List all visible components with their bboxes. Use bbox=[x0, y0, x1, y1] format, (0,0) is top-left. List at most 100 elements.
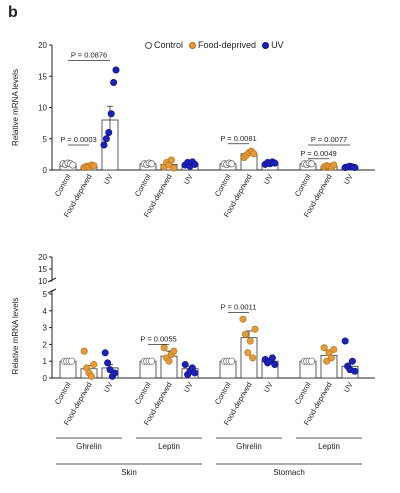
bottom-data-point bbox=[268, 354, 276, 362]
top-data-point bbox=[102, 135, 110, 143]
bottom-data-point bbox=[308, 357, 316, 365]
bottom-p-value-label: P = 0.0055 bbox=[140, 334, 176, 343]
top-y-axis-label: Relative mRNA levels bbox=[11, 69, 20, 146]
bottom-p-value-label: P = 0.0011 bbox=[221, 302, 257, 311]
top-data-point bbox=[170, 164, 178, 172]
top-x-tick-label: Control bbox=[293, 172, 313, 198]
gene-label: Leptin bbox=[158, 442, 180, 451]
gene-label: Ghrelin bbox=[236, 442, 262, 451]
bottom-data-point bbox=[87, 372, 95, 380]
bottom-x-tick-label: Control bbox=[213, 380, 233, 406]
bottom-x-tick-label: Control bbox=[53, 380, 73, 406]
top-p-value-label: P = 0.0077 bbox=[311, 135, 347, 144]
bottom-data-point bbox=[101, 349, 109, 357]
bottom-data-point bbox=[68, 357, 76, 365]
bottom-data-point bbox=[160, 344, 168, 352]
legend-item-food: Food-deprived bbox=[189, 40, 256, 50]
axis-break-mark bbox=[47, 288, 57, 294]
bottom-y-tick-label: 20 bbox=[38, 253, 47, 262]
bottom-data-point bbox=[341, 337, 349, 345]
top-data-point bbox=[308, 160, 316, 168]
top-y-tick-label: 10 bbox=[38, 104, 47, 113]
top-x-tick-label: UV bbox=[182, 173, 195, 187]
bottom-x-tick-label: UV bbox=[262, 381, 275, 395]
top-y-tick-label: 0 bbox=[43, 166, 48, 175]
top-data-point bbox=[351, 164, 359, 172]
bottom-y-tick-label: 4 bbox=[43, 307, 48, 316]
top-data-point bbox=[191, 160, 199, 168]
bottom-data-point bbox=[90, 361, 98, 369]
top-x-tick-label: Control bbox=[213, 172, 233, 198]
top-data-point bbox=[250, 150, 258, 158]
bottom-data-point bbox=[228, 357, 236, 365]
bottom-data-point bbox=[148, 357, 156, 365]
bottom-data-point bbox=[191, 369, 199, 377]
bottom-data-point bbox=[251, 325, 259, 333]
legend: Control Food-deprived UV bbox=[145, 40, 284, 50]
bottom-x-tick-label: Control bbox=[133, 380, 153, 406]
bottom-data-point bbox=[104, 359, 112, 367]
legend-label-uv: UV bbox=[271, 40, 284, 50]
top-y-tick-label: 5 bbox=[43, 135, 48, 144]
bottom-y-tick-label: 2 bbox=[43, 340, 48, 349]
top-data-point bbox=[167, 156, 175, 164]
tissue-label: Skin bbox=[121, 468, 137, 477]
legend-item-control: Control bbox=[145, 40, 183, 50]
legend-item-uv: UV bbox=[262, 40, 284, 50]
bottom-data-point bbox=[327, 354, 335, 362]
bottom-x-tick-label: UV bbox=[102, 381, 115, 395]
legend-swatch-control bbox=[145, 41, 152, 49]
bottom-data-point bbox=[106, 366, 114, 374]
top-x-tick-label: Control bbox=[133, 172, 153, 198]
bottom-data-point bbox=[330, 345, 338, 353]
bottom-data-point bbox=[241, 330, 249, 338]
bottom-data-point bbox=[165, 357, 173, 365]
bottom-data-point bbox=[181, 361, 189, 369]
bottom-data-point bbox=[249, 354, 257, 362]
top-data-point bbox=[228, 160, 236, 168]
bottom-data-point bbox=[246, 337, 254, 345]
bottom-data-point bbox=[271, 361, 279, 369]
bottom-y-tick-label: 3 bbox=[43, 324, 48, 333]
top-data-point bbox=[271, 159, 279, 167]
bottom-data-point bbox=[323, 357, 331, 365]
top-y-tick-label: 15 bbox=[38, 72, 47, 81]
legend-swatch-food bbox=[189, 41, 197, 49]
bottom-data-point bbox=[80, 347, 88, 355]
bottom-y-tick-label: 5 bbox=[43, 290, 48, 299]
bottom-x-tick-label: UV bbox=[342, 381, 355, 395]
top-data-point bbox=[105, 129, 113, 137]
bottom-data-point bbox=[111, 369, 119, 377]
bottom-y-tick-label: 15 bbox=[38, 265, 47, 274]
panel-letter: b bbox=[8, 4, 18, 21]
top-data-point bbox=[112, 66, 120, 74]
bottom-data-point bbox=[320, 344, 328, 352]
gene-label: Ghrelin bbox=[76, 442, 102, 451]
top-data-point bbox=[100, 141, 108, 149]
bottom-data-point bbox=[244, 349, 252, 357]
top-data-point bbox=[90, 162, 98, 170]
legend-label-control: Control bbox=[154, 40, 184, 50]
bottom-data-point bbox=[351, 367, 359, 375]
bottom-y-tick-label: 1 bbox=[43, 357, 48, 366]
top-data-point bbox=[69, 161, 77, 169]
bottom-data-point bbox=[239, 315, 247, 323]
top-x-tick-label: Control bbox=[53, 172, 73, 198]
top-p-value-label: P = 0.0876 bbox=[71, 51, 107, 60]
bottom-data-point bbox=[348, 357, 356, 365]
tissue-label: Stomach bbox=[273, 468, 305, 477]
bottom-y-tick-label: 10 bbox=[38, 277, 47, 286]
bottom-data-point bbox=[170, 347, 178, 355]
bottom-x-tick-label: Control bbox=[293, 380, 313, 406]
legend-label-food: Food-deprived bbox=[198, 40, 257, 50]
top-x-tick-label: UV bbox=[262, 173, 275, 187]
top-data-point bbox=[110, 79, 118, 87]
bottom-x-tick-label: UV bbox=[182, 381, 195, 395]
bottom-y-tick-label: 0 bbox=[43, 374, 48, 383]
top-data-point bbox=[148, 160, 156, 168]
top-x-tick-label: UV bbox=[342, 173, 355, 187]
top-x-tick-label: UV bbox=[102, 173, 115, 187]
bottom-y-axis-label: Relative mRNA levels bbox=[11, 298, 20, 375]
top-data-point bbox=[330, 161, 338, 169]
